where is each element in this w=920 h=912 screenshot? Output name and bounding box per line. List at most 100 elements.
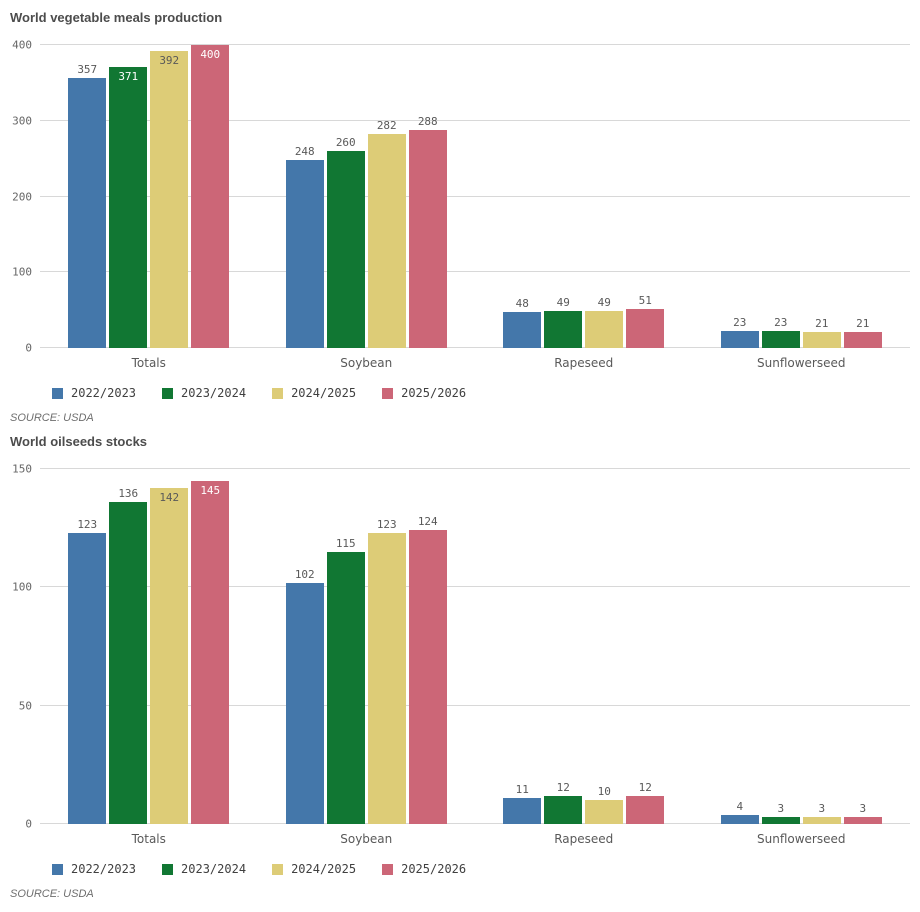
category-group-sunflowerseed: 23 23 21 21 bbox=[693, 39, 911, 348]
legend-item[interactable]: 2023/2024 bbox=[162, 386, 246, 400]
legend-item[interactable]: 2024/2025 bbox=[272, 386, 356, 400]
bar[interactable]: 248 bbox=[285, 146, 324, 348]
category-group-soybean: 102 115 123 124 bbox=[258, 463, 476, 824]
legend-label: 2025/2026 bbox=[401, 862, 467, 876]
gridline bbox=[40, 467, 910, 469]
bar-value-label: 123 bbox=[376, 517, 397, 531]
bar-value-label: 123 bbox=[77, 517, 98, 531]
x-category-label: Sunflowerseed bbox=[757, 356, 846, 370]
bar-groups: 357 371 392 400 248 260 282 288 48 49 49 51 23 23 21 21 bbox=[40, 39, 910, 348]
plot-row: 0 50 100 150 123 136 142 145 102 115 123 124 11 12 10… bbox=[8, 462, 910, 830]
bar-value-label: 11 bbox=[515, 782, 529, 796]
bar-value-label: 260 bbox=[335, 136, 356, 150]
gridline bbox=[40, 704, 910, 706]
bar[interactable]: 23 bbox=[761, 317, 800, 348]
plot-area: 123 136 142 145 102 115 123 124 11 12 10 12 4 3 3 3 bbox=[40, 463, 910, 824]
bar[interactable]: 392 bbox=[150, 51, 189, 348]
legend-item[interactable]: 2025/2026 bbox=[382, 386, 466, 400]
gridline bbox=[40, 347, 910, 348]
bar-value-label: 248 bbox=[294, 145, 315, 159]
bar-value-label: 3 bbox=[777, 801, 785, 815]
source-note: SOURCE: USDA bbox=[10, 888, 94, 900]
bar[interactable]: 371 bbox=[109, 67, 148, 348]
bar[interactable]: 123 bbox=[367, 519, 406, 824]
bar-value-label: 4 bbox=[736, 799, 744, 813]
bar[interactable]: 21 bbox=[843, 318, 882, 348]
bar[interactable]: 145 bbox=[191, 480, 230, 824]
y-tick-label: 150 bbox=[12, 462, 32, 476]
category-group-rapeseed: 11 12 10 12 bbox=[475, 463, 693, 824]
legend-swatch-icon bbox=[52, 387, 63, 399]
bar-value-label: 282 bbox=[376, 119, 397, 133]
bar[interactable]: 49 bbox=[544, 297, 583, 348]
legend-item[interactable]: 2025/2026 bbox=[382, 862, 466, 876]
gridline bbox=[40, 195, 910, 197]
bar[interactable]: 12 bbox=[544, 782, 583, 824]
legend-item[interactable]: 2024/2025 bbox=[272, 862, 356, 876]
bar-value-label: 400 bbox=[200, 48, 221, 62]
bar-value-label: 145 bbox=[200, 483, 221, 497]
bar[interactable]: 288 bbox=[408, 116, 447, 348]
x-category-label: Rapeseed bbox=[554, 832, 614, 846]
bar-groups: 123 136 142 145 102 115 123 124 11 12 10 12 4 3 3 3 bbox=[40, 463, 910, 824]
bar[interactable]: 10 bbox=[585, 786, 624, 824]
y-axis: 0 100 200 300 400 bbox=[8, 39, 40, 354]
bar[interactable]: 115 bbox=[326, 538, 365, 824]
bar[interactable]: 400 bbox=[191, 45, 230, 348]
bar-value-label: 115 bbox=[335, 536, 356, 550]
bar[interactable]: 3 bbox=[761, 803, 800, 824]
bar-value-label: 124 bbox=[417, 515, 438, 529]
x-category-label: Rapeseed bbox=[554, 356, 614, 370]
bar[interactable]: 3 bbox=[802, 803, 841, 824]
bar-value-label: 136 bbox=[118, 487, 139, 501]
bar[interactable]: 49 bbox=[585, 297, 624, 348]
legend: 2022/2023 2023/2024 2024/2025 2025/2026 bbox=[52, 862, 910, 876]
legend-item[interactable]: 2022/2023 bbox=[52, 862, 136, 876]
y-tick-label: 0 bbox=[25, 341, 32, 355]
bar[interactable]: 48 bbox=[503, 298, 542, 348]
bar-value-label: 23 bbox=[733, 315, 747, 329]
chart-title: World vegetable meals production bbox=[10, 10, 223, 25]
legend-item[interactable]: 2023/2024 bbox=[162, 862, 246, 876]
bar[interactable]: 23 bbox=[720, 317, 759, 348]
bar-value-label: 48 bbox=[515, 296, 529, 310]
bar[interactable]: 142 bbox=[150, 487, 189, 824]
bar[interactable]: 136 bbox=[109, 488, 148, 824]
bar-value-label: 49 bbox=[597, 295, 611, 309]
legend-label: 2022/2023 bbox=[71, 386, 137, 400]
bar[interactable]: 123 bbox=[68, 519, 107, 824]
legend-swatch-icon bbox=[272, 863, 284, 875]
bar[interactable]: 357 bbox=[68, 64, 107, 348]
source-note: SOURCE: USDA bbox=[10, 412, 94, 424]
plot-row: 0 100 200 300 400 357 371 392 400 248 260 282 288 48… bbox=[8, 39, 910, 354]
x-category-label: Totals bbox=[131, 356, 166, 370]
bar[interactable]: 124 bbox=[408, 516, 447, 824]
gridline bbox=[40, 119, 910, 121]
y-tick-label: 300 bbox=[12, 114, 32, 128]
bar[interactable]: 12 bbox=[626, 782, 665, 824]
bar[interactable]: 51 bbox=[626, 295, 665, 348]
plot-area: 357 371 392 400 248 260 282 288 48 49 49 51 23 23 21 21 bbox=[40, 39, 910, 348]
legend-item[interactable]: 2022/2023 bbox=[52, 386, 136, 400]
bar-value-label: 23 bbox=[774, 315, 788, 329]
x-category-label: Sunflowerseed bbox=[757, 832, 846, 846]
gridline bbox=[40, 586, 910, 588]
bar[interactable]: 11 bbox=[503, 784, 542, 824]
x-category-label: Soybean bbox=[340, 832, 393, 846]
bar[interactable]: 282 bbox=[367, 120, 406, 348]
gridline bbox=[40, 44, 910, 46]
bar[interactable]: 102 bbox=[285, 569, 324, 824]
bar[interactable]: 21 bbox=[802, 318, 841, 348]
legend-swatch-icon bbox=[382, 387, 394, 399]
gridline bbox=[40, 823, 910, 824]
category-group-soybean: 248 260 282 288 bbox=[258, 39, 476, 348]
legend-label: 2022/2023 bbox=[71, 862, 137, 876]
legend-label: 2023/2024 bbox=[181, 386, 247, 400]
y-axis: 0 50 100 150 bbox=[8, 462, 40, 829]
bar[interactable]: 260 bbox=[326, 137, 365, 348]
legend-swatch-icon bbox=[162, 863, 174, 875]
bar-value-label: 392 bbox=[159, 54, 180, 68]
bar[interactable]: 3 bbox=[843, 803, 882, 824]
bar-value-label: 3 bbox=[818, 801, 826, 815]
bar[interactable]: 4 bbox=[720, 801, 759, 824]
